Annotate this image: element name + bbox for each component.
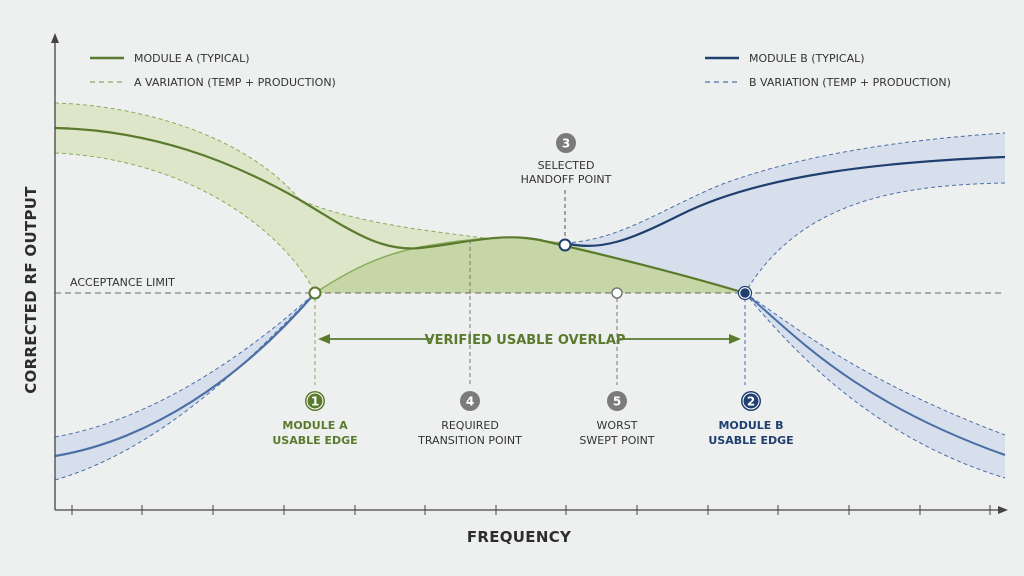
handoff-marker: 3 SELECTED HANDOFF POINT bbox=[521, 133, 612, 186]
handoff-label-line1: SELECTED bbox=[538, 159, 595, 172]
module-a-right-variation-upper bbox=[744, 292, 1006, 436]
marker-2-badge bbox=[741, 391, 761, 411]
module-a-right-variation-band bbox=[745, 293, 1005, 478]
module-b-variation-lower bbox=[744, 182, 1006, 294]
overlap-arrow: VERIFIED USABLE OVERLAP bbox=[318, 333, 741, 348]
marker-4-line2: TRANSITION POINT bbox=[417, 434, 522, 447]
handoff-point bbox=[558, 238, 572, 252]
acceptance-limit-label: ACCEPTANCE LIMIT bbox=[70, 276, 175, 289]
module-b-usable-edge-point-ring bbox=[737, 285, 753, 301]
marker-1-number: 1 bbox=[311, 395, 319, 409]
marker-4-line1: REQUIRED bbox=[441, 419, 499, 432]
module-a-typical-curve bbox=[54, 126, 746, 295]
module-a-typical-tail-right bbox=[744, 292, 1006, 456]
handoff-badge bbox=[556, 133, 576, 153]
marker-5-line2: SWEPT POINT bbox=[579, 434, 654, 447]
handoff-label-line2: HANDOFF POINT bbox=[521, 173, 612, 186]
module-b-variation-upper bbox=[564, 132, 1006, 244]
module-a-variation-upper bbox=[54, 102, 501, 241]
module-a-variation-lower bbox=[54, 152, 316, 294]
marker-1-badge-ring bbox=[306, 392, 324, 410]
handoff-badge-number: 3 bbox=[562, 137, 570, 151]
marker-2-line1: MODULE B bbox=[718, 419, 783, 432]
marker-1-badge bbox=[305, 391, 325, 411]
legend-a-typical-label: MODULE A (TYPICAL) bbox=[134, 52, 250, 65]
legend-a-variation-label: A VARIATION (TEMP + PRODUCTION) bbox=[134, 76, 336, 89]
x-axis-label: FREQUENCY bbox=[467, 528, 572, 546]
marker-2-number: 2 bbox=[747, 395, 755, 409]
module-b-typical-curve-right bbox=[564, 155, 1006, 248]
marker-1-line2: USABLE EDGE bbox=[272, 434, 357, 447]
marker-5-number: 5 bbox=[613, 395, 621, 409]
x-axis-arrow bbox=[998, 506, 1008, 514]
marker-5: 5 WORST SWEPT POINT bbox=[579, 391, 655, 447]
marker-4-badge bbox=[460, 391, 480, 411]
module-b-typical-curve-left bbox=[54, 292, 316, 458]
x-axis-ticks bbox=[71, 505, 991, 515]
legend-b-variation-label: B VARIATION (TEMP + PRODUCTION) bbox=[749, 76, 951, 89]
legend: MODULE A (TYPICAL) A VARIATION (TEMP + P… bbox=[90, 52, 951, 89]
overlap-label: VERIFIED USABLE OVERLAP bbox=[425, 333, 626, 348]
module-b-left-variation-lower bbox=[54, 292, 316, 481]
y-axis-arrow bbox=[51, 33, 59, 43]
marker-4: 4 REQUIRED TRANSITION POINT bbox=[417, 391, 522, 447]
marker-2: 2 MODULE B USABLE EDGE bbox=[708, 391, 794, 447]
marker-1-line1: MODULE A bbox=[282, 419, 348, 432]
marker-1: 1 MODULE A USABLE EDGE bbox=[272, 391, 358, 447]
marker-5-line1: WORST bbox=[597, 419, 638, 432]
module-b-variation-band bbox=[565, 133, 1005, 293]
overlap-region bbox=[315, 237, 745, 293]
module-b-usable-edge-point bbox=[738, 286, 752, 300]
module-a-right-variation-lower bbox=[744, 292, 1006, 479]
marker-4-number: 4 bbox=[466, 395, 474, 409]
marker-2-line2: USABLE EDGE bbox=[708, 434, 793, 447]
module-b-left-variation-upper bbox=[54, 292, 316, 438]
marker-5-badge bbox=[607, 391, 627, 411]
y-axis-label: CORRECTED RF OUTPUT bbox=[22, 186, 40, 394]
worst-swept-point bbox=[611, 287, 623, 299]
module-b-left-variation-band bbox=[55, 293, 315, 480]
module-a-usable-edge-point bbox=[308, 286, 322, 300]
marker-2-badge-ring bbox=[742, 392, 760, 410]
legend-b-typical-label: MODULE B (TYPICAL) bbox=[749, 52, 865, 65]
